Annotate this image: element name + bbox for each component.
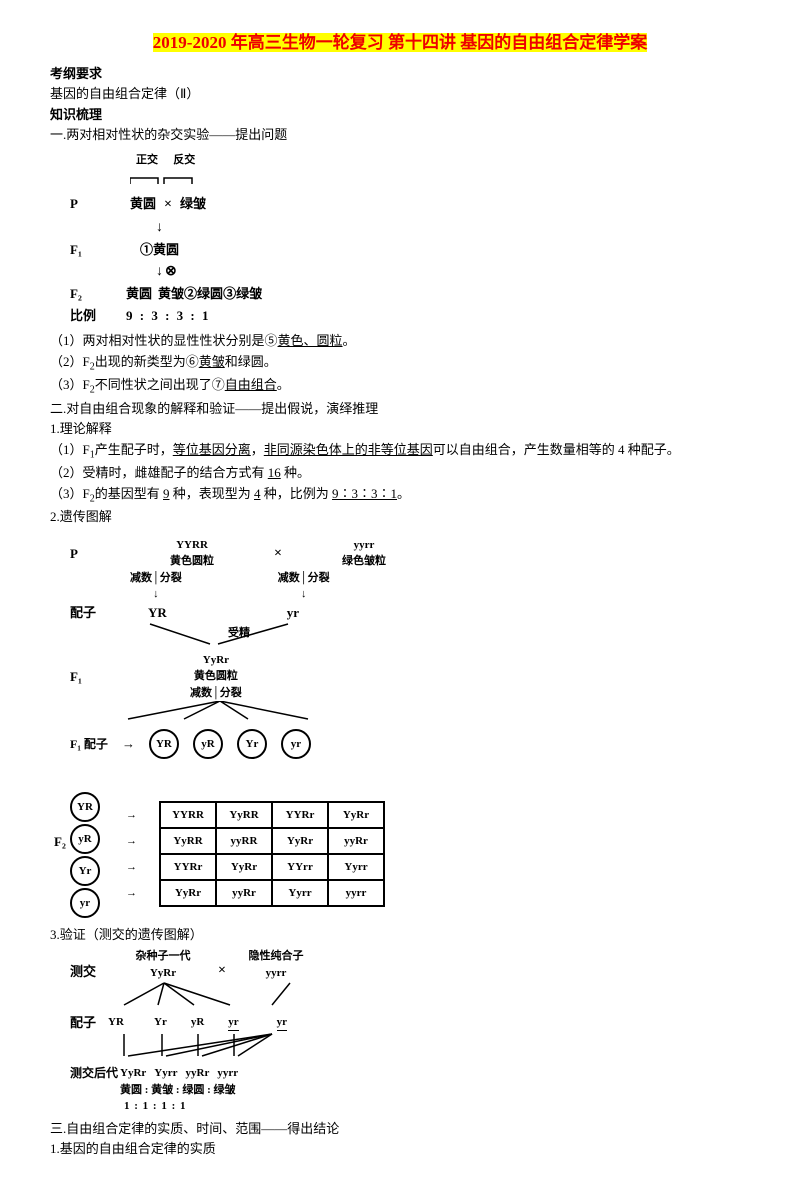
ratio-9331: 9 : 3 : 3 : 1: [126, 306, 211, 326]
testcross-lines-icon: [112, 981, 372, 1007]
svg-text:受精: 受精: [228, 625, 250, 639]
label-gamete-2: 配子: [70, 1013, 108, 1033]
label-f1-gamete: F₁ 配子: [70, 735, 108, 753]
point-2-3: （3）F2的基因型有 9 种，表现型为 4 种，比例为 9∶3∶3∶1。: [50, 484, 750, 507]
offspring-pheno: 黄圆 : 黄皱 : 绿圆 : 绿皱: [120, 1082, 750, 1099]
self-cross-icon: ⊗: [165, 261, 177, 282]
gamete-circle: yR: [193, 729, 223, 759]
pheno-green-wrinkle: 绿色皱粒: [342, 553, 386, 570]
converge-lines-icon: [112, 1032, 372, 1058]
exam-req: 基因的自由组合定律（Ⅱ）: [50, 84, 750, 104]
gen-F1: F₁: [70, 240, 100, 260]
cross-icon: ×: [274, 543, 282, 564]
gamete-circle: yr: [281, 729, 311, 759]
bracket-icon: [130, 176, 250, 186]
f1-pheno: ①黄圆: [140, 240, 179, 260]
diagram-cross-1: 正交 反交 P 黄圆 × 绿皱 ↓ F₁ ①黄圆 ↓⊗ F₂ 黄圆 黄皱② 绿圆…: [70, 151, 750, 326]
section-3-1: 1.基因的自由组合定律的实质: [50, 1139, 750, 1159]
f2-p1: 黄圆: [126, 284, 152, 304]
label-fanjiao: 反交: [169, 152, 199, 169]
arrow-down-icon: ↓: [156, 217, 163, 238]
point-1-3: （3）F2不同性状之间出现了⑦自由组合。: [50, 375, 750, 398]
ratio-label: 比例: [70, 306, 100, 326]
page-title: 2019-2020 年高三生物一轮复习 第十四讲 基因的自由组合定律学案: [153, 33, 647, 52]
geno-yyrr: yyrr: [354, 537, 375, 554]
label-zhengjiao: 正交: [132, 152, 162, 169]
gamete-circle-row: Yr: [70, 856, 100, 886]
gen-F1-b: F₁: [70, 667, 100, 687]
p-green: 绿皱: [180, 194, 206, 214]
point-2-2: （2）受精时，雌雄配子的结合方式有 16 种。: [50, 463, 750, 483]
p-yellow: 黄圆: [130, 194, 156, 214]
pheno-yellow-round-2: 黄色圆粒: [194, 668, 238, 685]
section-3: 三.自由组合定律的实质、时间、范围——得出结论: [50, 1119, 750, 1139]
point-1-2: （2）F2出现的新类型为⑥黄皱和绿圆。: [50, 352, 750, 375]
geno-YyRr: YyRr: [203, 652, 229, 669]
gen-P2: P: [70, 544, 100, 564]
section-2-1: 1.理论解释: [50, 419, 750, 439]
gamete-circle-row: yR: [70, 824, 100, 854]
diagram-inheritance: P YYRR 黄色圆粒 × yyrr 绿色皱粒 减数│分裂↓ 减数│分裂↓ 配子…: [70, 537, 750, 919]
gamete-circle-row: YR: [70, 792, 100, 822]
label-gamete: 配子: [70, 603, 100, 623]
gamete-YR: YR: [148, 603, 167, 623]
geno-YYRR: YYRR: [176, 537, 208, 554]
section-2-2: 2.遗传图解: [50, 507, 750, 527]
gamete-circle-row: yr: [70, 888, 100, 918]
f2-p4: 绿皱: [236, 284, 262, 304]
heading-knowledge: 知识梳理: [50, 105, 750, 125]
cross-icon: ×: [218, 960, 226, 981]
gen-F2-b: F₂: [54, 832, 66, 852]
punnett-square: →YYRRYyRRYYRrYyRr →YyRRyyRRYyRryyRr →YYR…: [104, 776, 385, 907]
section-1: 一.两对相对性状的杂交实验——提出问题: [50, 125, 750, 145]
point-2-1: （1）F1产生配子时，等位基因分离，非同源染色体上的非等位基因可以自由组合，产生…: [50, 440, 750, 463]
offspring-ratio: 1 : 1 : 1 : 1: [124, 1098, 750, 1115]
section-2: 二.对自由组合现象的解释和验证——提出假说，演绎推理: [50, 399, 750, 419]
arrow-down-icon: ↓: [156, 261, 163, 282]
diverge-lines-icon: [112, 701, 332, 721]
point-1-1: （1）两对相对性状的显性性状分别是⑤黄色、圆粒。: [50, 331, 750, 351]
section-2-3: 3.验证（测交的遗传图解）: [50, 925, 750, 945]
pheno-yellow-round: 黄色圆粒: [170, 553, 214, 570]
f2-p3: 绿圆③: [197, 284, 236, 304]
cross-icon: ×: [164, 194, 172, 215]
gamete-circle: Yr: [237, 729, 267, 759]
gamete-circle: YR: [149, 729, 179, 759]
heading-exam: 考纲要求: [50, 64, 750, 84]
converge-lines-icon: 受精: [140, 622, 340, 646]
gen-F2: F₂: [70, 284, 100, 304]
f2-p2: 黄皱②: [158, 284, 197, 304]
label-testcross: 测交: [70, 962, 108, 982]
label-offspring: 测交后代: [70, 1064, 120, 1082]
gen-P: P: [70, 194, 100, 214]
gamete-yr: yr: [287, 603, 299, 623]
diagram-testcross: 测交 杂种子一代YyRr × 隐性纯合子yyrr 配子 YR Yr yR yr …: [70, 948, 750, 1115]
